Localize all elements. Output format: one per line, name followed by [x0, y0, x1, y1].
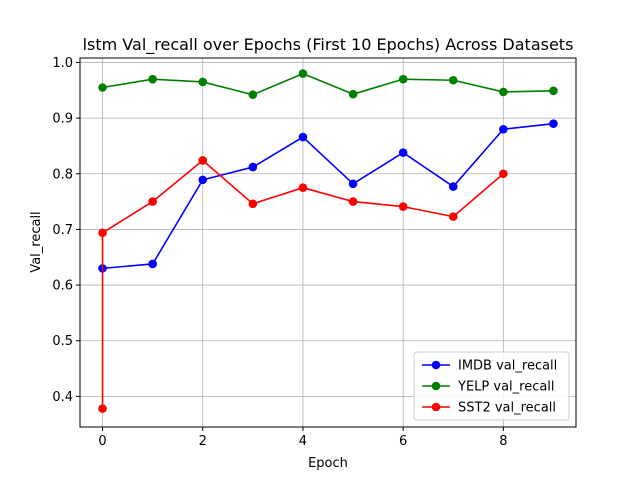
plot-series [98, 69, 558, 413]
data-point-sst2 [198, 156, 208, 165]
data-point-sst2 [98, 404, 107, 413]
data-point-imdb [198, 175, 208, 185]
data-point-sst2 [298, 183, 308, 192]
data-point-yelp [98, 83, 107, 92]
series-line-sst2 [101, 159, 504, 409]
data-point-sst2 [148, 197, 157, 206]
data-point-yelp [248, 90, 258, 100]
x-tick-label: 0 [98, 434, 106, 449]
legend-box [413, 351, 570, 421]
data-point-imdb [148, 259, 157, 269]
data-point-yelp [398, 74, 408, 84]
data-point-imdb [398, 148, 408, 157]
legend-label-sst2: SST2 val_recall [458, 401, 556, 416]
data-point-yelp [198, 77, 208, 87]
y-tick-label: 0.6 [52, 279, 73, 294]
legend: IMDB val_recall YELP val_recall SST2 val_r… [413, 351, 570, 421]
data-point-yelp [549, 86, 558, 96]
y-tick-label: 0.9 [52, 112, 73, 127]
data-point-sst2 [448, 212, 458, 221]
data-point-sst2 [499, 169, 508, 179]
y-tick-label: 1.0 [52, 56, 73, 71]
legend-label-yelp: YELP val_recall [457, 380, 555, 395]
data-point-imdb [448, 182, 458, 191]
chart-title: lstm Val_recall over Epochs (First 10 Ep… [83, 35, 574, 55]
series-line-imdb [102, 122, 554, 270]
x-tick-label: 2 [199, 434, 207, 449]
data-point-yelp [499, 87, 508, 97]
legend-marker-sst2 [431, 402, 441, 412]
data-point-imdb [298, 132, 308, 142]
legend-marker-yelp [431, 381, 441, 391]
data-point-yelp [148, 74, 157, 84]
series-line-yelp [102, 72, 554, 96]
data-point-imdb [499, 124, 508, 134]
x-tick-label: 6 [399, 434, 407, 449]
plot-frame [79, 57, 577, 428]
data-point-yelp [298, 69, 308, 78]
legend-label-imdb: IMDB val_recall [458, 359, 557, 374]
legend-marker-imdb [431, 360, 441, 370]
data-point-imdb [248, 162, 258, 172]
y-axis-label: Val_recall [29, 211, 44, 272]
data-point-imdb [348, 179, 358, 189]
y-tick-label: 0.7 [52, 223, 73, 238]
data-point-sst2 [348, 197, 358, 206]
grid [80, 58, 576, 427]
y-tick-label: 0.5 [52, 334, 73, 349]
axis-ticks: 0 2 4 6 8 0.4 0.5 0.6 0.7 0.8 0.9 1.0 [52, 56, 507, 449]
data-point-yelp [448, 75, 458, 85]
data-point-sst2 [98, 228, 107, 238]
y-tick-label: 0.8 [52, 167, 73, 182]
data-point-imdb [549, 119, 558, 128]
data-point-sst2 [248, 199, 258, 209]
x-tick-label: 8 [499, 434, 507, 449]
data-point-sst2 [398, 202, 408, 211]
y-tick-label: 0.4 [52, 390, 73, 405]
x-tick-label: 4 [299, 434, 307, 449]
x-axis-label: Epoch [308, 456, 348, 471]
data-point-yelp [348, 89, 358, 99]
